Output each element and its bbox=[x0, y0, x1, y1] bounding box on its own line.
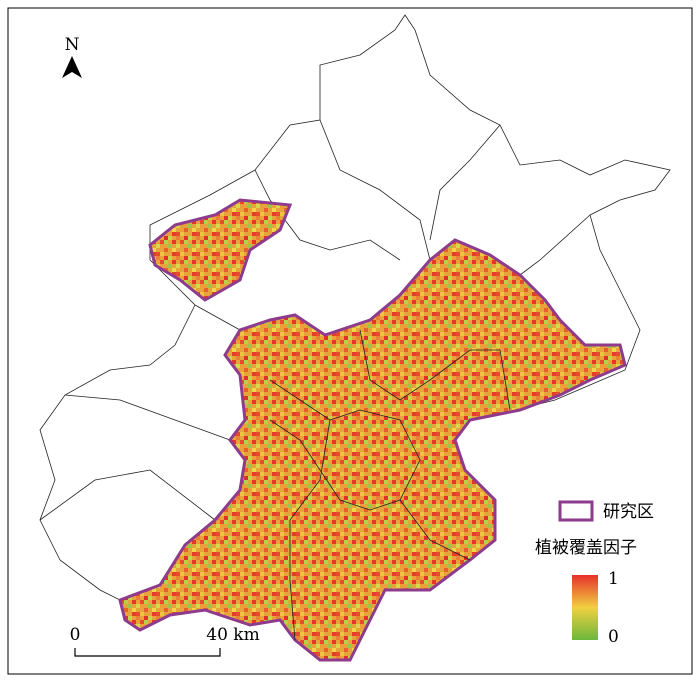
scale-bar: 0 40 km bbox=[70, 625, 260, 657]
north-label: N bbox=[65, 35, 80, 55]
legend-swatch bbox=[558, 500, 594, 522]
frame bbox=[7, 7, 693, 675]
color-ramp bbox=[572, 575, 598, 640]
legend: 研究区 植被覆盖因子 1 0 bbox=[535, 500, 654, 647]
district-boundaries bbox=[39, 119, 591, 521]
north-arrow: N bbox=[62, 35, 82, 78]
north-arrow-icon bbox=[62, 56, 82, 78]
legend-label: 研究区 bbox=[603, 502, 654, 522]
study-area bbox=[148, 198, 293, 302]
district-boundaries bbox=[269, 329, 511, 641]
legend-title: 植被覆盖因子 bbox=[535, 538, 637, 558]
scale-line bbox=[74, 648, 221, 657]
ramp-min-label: 0 bbox=[608, 627, 619, 647]
scale-end: 40 km bbox=[206, 625, 259, 645]
study-area bbox=[118, 238, 627, 662]
ramp-max-label: 1 bbox=[608, 569, 619, 589]
scale-start: 0 bbox=[70, 625, 81, 645]
